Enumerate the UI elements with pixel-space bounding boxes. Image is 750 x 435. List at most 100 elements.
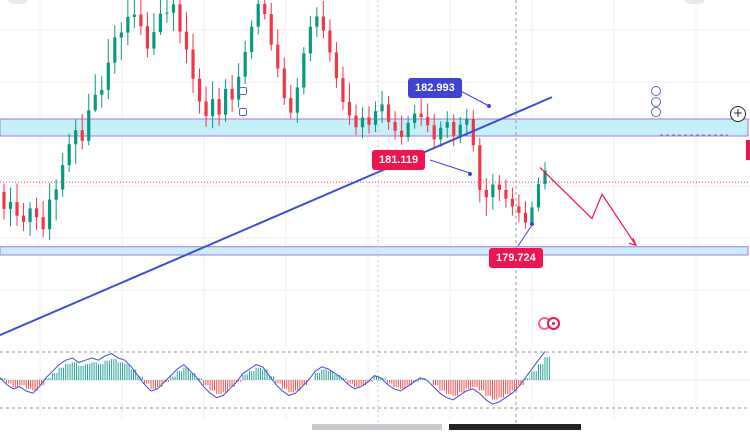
projection-path <box>539 167 637 246</box>
zone-band-2 <box>0 246 749 256</box>
candle-body <box>269 14 273 45</box>
candle-body <box>543 170 547 185</box>
candle-body <box>289 98 293 113</box>
candle-body <box>413 113 417 123</box>
candle-body <box>197 78 202 102</box>
candle-body <box>2 191 6 209</box>
candle-body <box>282 68 286 99</box>
candle-body <box>484 189 488 198</box>
candle-body <box>523 212 528 223</box>
candle-body <box>15 202 19 216</box>
candle-body <box>61 165 65 190</box>
candle-body <box>452 121 456 136</box>
callout-dot-lower <box>530 222 534 226</box>
zone-handle-bottom[interactable] <box>239 108 247 116</box>
candle-body <box>132 14 136 17</box>
candle-body <box>28 208 32 222</box>
candle-body <box>354 115 358 128</box>
candle-body <box>217 99 221 115</box>
toolbar-tab-right[interactable] <box>685 0 705 4</box>
candle-body <box>510 198 515 207</box>
candle-body <box>54 189 58 200</box>
candle-body <box>80 130 84 141</box>
candle-body <box>21 215 26 222</box>
candle-body <box>67 144 71 166</box>
candle-body <box>237 76 241 100</box>
candle-body <box>308 26 312 54</box>
candle-body <box>191 49 195 79</box>
candle-body <box>204 101 208 117</box>
candle-body <box>100 89 104 95</box>
candle-body <box>34 208 39 218</box>
candle-body <box>373 111 378 125</box>
candle-body <box>439 127 443 140</box>
price-label-upper: 182.993 <box>408 78 462 98</box>
candle-body <box>536 184 541 208</box>
callout-dot-upper <box>487 104 491 108</box>
candle-body <box>243 51 247 77</box>
candle-body <box>224 88 228 115</box>
candle-body <box>74 130 78 145</box>
candle-body <box>386 104 391 122</box>
candle-body <box>302 53 306 88</box>
callout-dot-middle <box>468 172 472 176</box>
candle-body <box>250 26 254 52</box>
callout-line-middle <box>429 159 471 174</box>
scroll-bar-right[interactable] <box>449 424 581 430</box>
candle-body <box>328 30 332 53</box>
candle-body <box>48 199 52 230</box>
add-alert-icon[interactable]: + <box>730 106 746 122</box>
candle-body <box>41 217 45 230</box>
candle-body <box>419 113 423 118</box>
scroll-bar-left[interactable] <box>312 424 442 430</box>
zone-handle-top[interactable] <box>239 87 247 95</box>
candle-body <box>432 125 436 140</box>
osc-line <box>0 351 546 405</box>
candle-body <box>321 16 325 31</box>
candle-body <box>406 122 410 137</box>
candle-body <box>126 17 130 33</box>
candle-body <box>458 124 462 136</box>
candle-body <box>517 206 521 213</box>
price-label-middle: 181.119 <box>372 150 426 170</box>
candle-body <box>426 117 430 126</box>
candle-body <box>367 117 371 125</box>
candle-body <box>334 52 339 79</box>
candle-body <box>256 3 260 27</box>
candle-body <box>400 130 404 137</box>
zone-handle-right-1[interactable] <box>651 86 661 96</box>
candle-body <box>530 207 534 223</box>
candle-body <box>445 121 449 128</box>
candle-body <box>210 99 215 117</box>
candle-body <box>113 37 117 63</box>
callout-line-lower <box>517 224 533 247</box>
candle-body <box>347 102 352 116</box>
candle-body <box>165 12 169 14</box>
candle-body <box>106 62 110 90</box>
zone-handle-right-2[interactable] <box>651 97 661 107</box>
candle-body <box>158 13 163 33</box>
candle-body <box>478 145 482 190</box>
trendline <box>0 96 553 337</box>
candle-body <box>465 119 469 125</box>
candle-body <box>380 104 384 112</box>
candle-body <box>504 189 508 199</box>
candle-body <box>491 184 495 198</box>
candle-body <box>230 88 234 100</box>
record-circle <box>547 317 560 330</box>
zone-handle-right-3[interactable] <box>651 107 661 117</box>
candle-body <box>171 4 176 13</box>
candle-body <box>276 44 280 69</box>
toolbar-tab-left[interactable] <box>8 0 28 4</box>
replay-status-icon[interactable] <box>538 317 562 331</box>
candle-body <box>263 3 267 15</box>
candle-body <box>497 184 501 190</box>
candle-body <box>145 26 149 49</box>
price-label-lower: 179.724 <box>489 248 543 268</box>
candle-body <box>341 78 345 102</box>
current-price-marker <box>746 140 750 160</box>
candle-body <box>184 31 189 50</box>
candle-body <box>360 117 365 128</box>
